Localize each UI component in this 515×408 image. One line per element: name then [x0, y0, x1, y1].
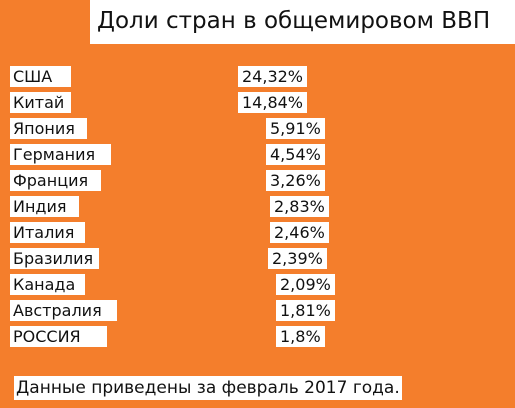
share-value: 4,54%	[266, 144, 325, 165]
share-value: 2,83%	[270, 196, 329, 217]
country-label: Япония	[10, 118, 87, 139]
share-value: 1,81%	[276, 300, 335, 321]
country-label: Германия	[10, 144, 111, 165]
country-label: РОССИЯ	[10, 326, 107, 347]
share-value: 2,39%	[268, 248, 327, 269]
share-value: 2,46%	[270, 222, 329, 243]
share-value: 24,32%	[238, 66, 308, 87]
country-label: Китай	[10, 92, 71, 113]
title-panel	[90, 0, 515, 44]
country-label: Австралия	[10, 300, 117, 321]
country-label: Италия	[10, 222, 85, 243]
chart-title: Доли стран в общемировом ВВП	[97, 8, 491, 34]
source-note: Данные приведены за февраль 2017 года.	[14, 376, 402, 400]
country-label: США	[10, 66, 71, 87]
country-label: Индия	[10, 196, 79, 217]
share-value: 3,26%	[266, 170, 325, 191]
share-value: 2,09%	[276, 274, 335, 295]
country-label: Франция	[10, 170, 101, 191]
country-label: Бразилия	[10, 248, 100, 269]
share-value: 1,8%	[276, 326, 325, 347]
share-value: 5,91%	[266, 118, 325, 139]
country-label: Канада	[10, 274, 85, 295]
share-value: 14,84%	[238, 92, 308, 113]
